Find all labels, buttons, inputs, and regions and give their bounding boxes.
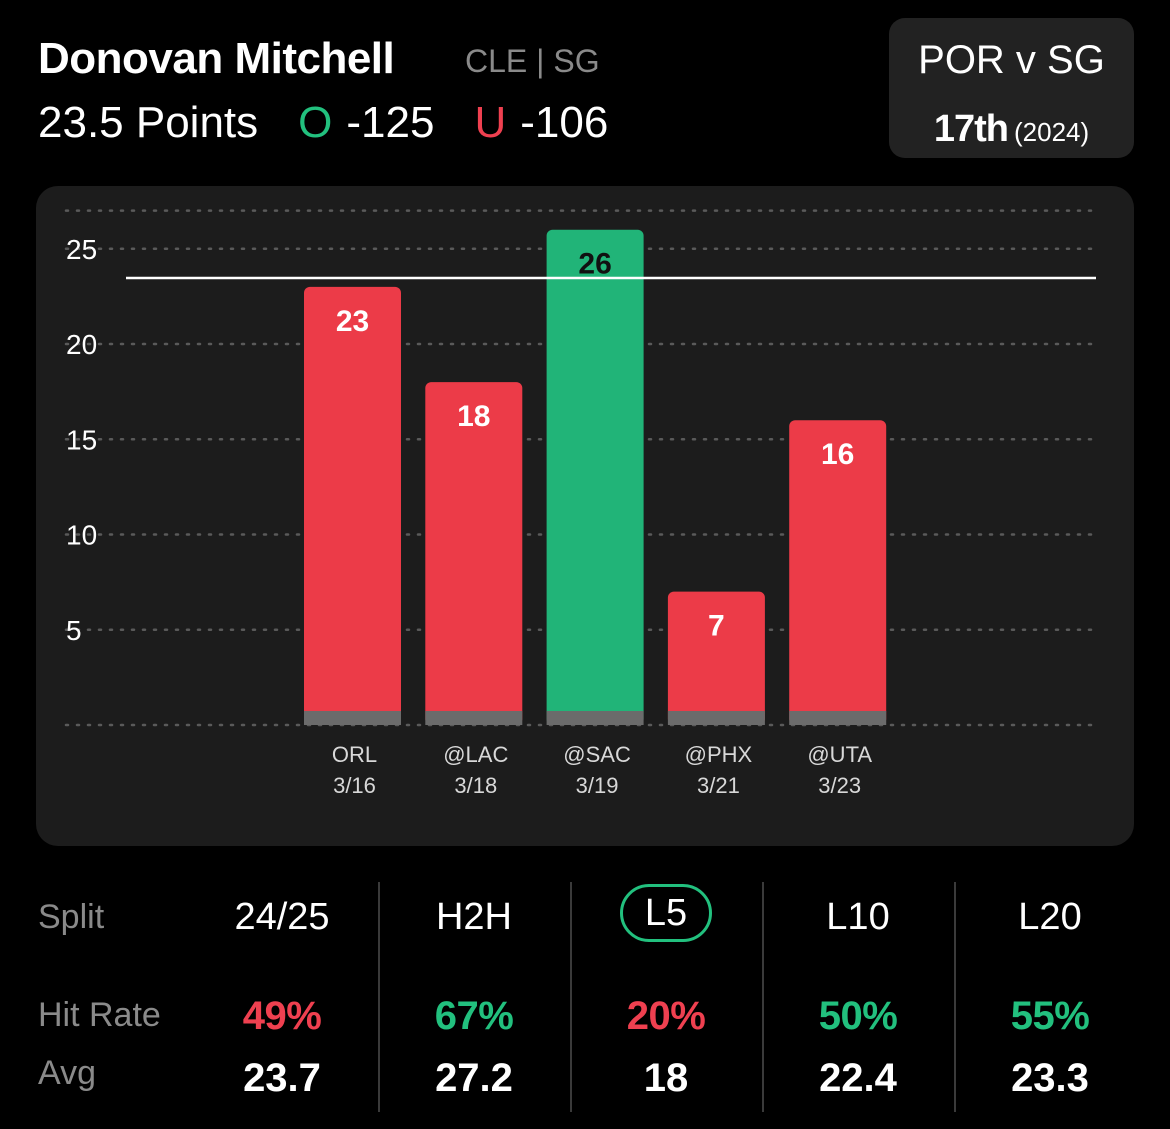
matchup-season: (2024)	[1013, 117, 1090, 147]
x-tick-date: 3/18	[454, 773, 497, 798]
hit-rate-value: 50%	[818, 994, 898, 1038]
x-tick-opponent: @LAC	[443, 742, 508, 767]
split-tab-label: L10	[826, 896, 890, 938]
bar-base	[667, 711, 765, 725]
prop-line-row: 23.5 Points O -125 U -106	[38, 98, 608, 148]
x-tick-date: 3/23	[818, 773, 861, 798]
bar-base	[304, 711, 401, 725]
y-tick-label: 25	[66, 234, 97, 265]
x-tick-opponent: @SAC	[563, 742, 631, 767]
x-tick-opponent: @UTA	[807, 742, 872, 767]
split-tab-24-25[interactable]: 24/25	[186, 896, 378, 939]
under-label: U	[474, 98, 507, 147]
hit-rate-value: 20%	[626, 994, 706, 1038]
avg-value: 27.2	[435, 1056, 513, 1100]
hit-rate-value: 55%	[1010, 994, 1090, 1038]
matchup-rank: 17th	[933, 108, 1009, 150]
bar	[667, 591, 765, 725]
split-tab-label: L5	[619, 884, 713, 942]
y-tick-label: 5	[66, 615, 82, 646]
split-tab-label: L20	[1018, 896, 1082, 938]
matchup-rank-row: 17th (2024)	[889, 108, 1134, 151]
bar-value-label: 16	[821, 438, 854, 471]
bar-base	[546, 711, 644, 725]
x-tick-opponent: @PHX	[685, 742, 753, 767]
column-divider	[378, 882, 380, 1112]
bar-value-label: 7	[708, 610, 725, 643]
over-label: O	[298, 98, 333, 147]
y-tick-label: 10	[66, 520, 97, 551]
column-divider	[954, 882, 956, 1112]
x-tick-date: 3/16	[333, 773, 376, 798]
split-tab-label: 24/25	[234, 896, 330, 938]
bar-value-label: 26	[578, 248, 611, 281]
bar-value-label: 23	[336, 305, 369, 338]
column-divider	[570, 882, 572, 1112]
avg-value: 23.7	[243, 1056, 321, 1100]
avg-value: 18	[643, 1056, 689, 1100]
split-tab-h2h[interactable]: H2H	[378, 896, 570, 939]
bar-base	[425, 711, 523, 725]
bar	[304, 286, 401, 725]
column-divider	[762, 882, 764, 1112]
hit-rate-value: 49%	[242, 994, 322, 1038]
matchup-title: POR v SG	[918, 38, 1105, 82]
stats-table: Split Hit Rate Avg 24/25 49% 23.7 H2H 67% 27.…	[0, 870, 1170, 1129]
bar	[789, 420, 887, 725]
avg-value: 23.3	[1011, 1056, 1089, 1100]
split-tab-l20[interactable]: L20	[954, 896, 1146, 939]
avg-value: 22.4	[819, 1056, 897, 1100]
split-tab-l5[interactable]: L5	[570, 884, 762, 942]
split-row-label: Split	[38, 898, 105, 936]
x-tick-date: 3/19	[576, 773, 619, 798]
x-tick-opponent: ORL	[332, 742, 377, 767]
under-odds[interactable]: -106	[520, 98, 609, 147]
matchup-card[interactable]: POR v SG 17th (2024)	[889, 18, 1134, 158]
bar-chart: 5 10 15 20 25 23 ORL 3/16 18 @LAC 3/18 26 @SAC 3/19 7 @…	[64, 209, 1100, 798]
split-tab-l10[interactable]: L10	[762, 896, 954, 939]
player-name: Donovan Mitchell	[38, 34, 395, 83]
split-tab-label: H2H	[435, 896, 513, 938]
x-tick-date: 3/21	[697, 773, 740, 798]
avg-row-label: Avg	[38, 1054, 96, 1092]
hit-rate-row-label: Hit Rate	[38, 996, 161, 1034]
prop-line: 23.5 Points	[38, 98, 259, 147]
bar	[546, 229, 644, 725]
bar-value-label: 18	[457, 400, 490, 433]
bar	[425, 382, 523, 725]
bar-base	[789, 711, 887, 725]
over-odds[interactable]: -125	[346, 98, 435, 147]
team-position: CLE | SG	[465, 43, 600, 79]
y-tick-label: 20	[66, 329, 97, 360]
y-tick-label: 15	[66, 424, 97, 455]
hit-rate-value: 67%	[434, 994, 514, 1038]
chart-panel: 5 10 15 20 25 23 ORL 3/16 18 @LAC 3/18 26 @SAC 3/19 7 @…	[36, 186, 1134, 846]
